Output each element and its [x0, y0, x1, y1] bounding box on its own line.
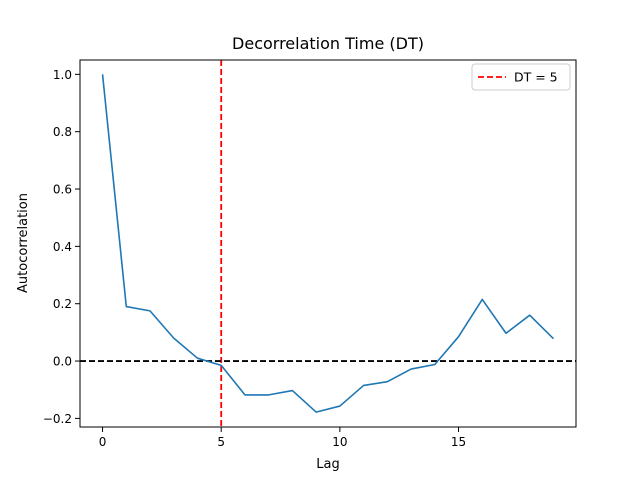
y-tick-label: 0.0	[53, 355, 72, 369]
axes-frame	[79, 59, 577, 428]
y-tick-label: 0.6	[53, 183, 72, 197]
x-tick-label: 5	[217, 435, 225, 449]
series-line	[101, 74, 555, 413]
x-tick-label: 10	[332, 435, 347, 449]
plot-area	[80, 60, 576, 427]
x-tick-label: 15	[451, 435, 466, 449]
y-tick-label: 0.8	[53, 125, 72, 139]
x-axis-label: Lag	[316, 457, 339, 472]
x-tick-label: 0	[99, 435, 107, 449]
y-axis-label: Autocorrelation	[16, 193, 31, 293]
legend-box	[471, 63, 571, 91]
y-tick-label: 0.2	[53, 297, 72, 311]
legend: DT = 5	[471, 63, 571, 91]
y-tick-label: 1.0	[53, 68, 72, 82]
y-tick-label: 0.4	[53, 240, 72, 254]
axes: 0 5 10 15 −0.2 0.0 0.2 0.4 0.6 0.8 1.0	[43, 59, 577, 449]
y-tick-label: −0.2	[43, 412, 72, 426]
chart-title: Decorrelation Time (DT)	[232, 34, 424, 53]
legend-label-dt: DT = 5	[514, 70, 558, 85]
